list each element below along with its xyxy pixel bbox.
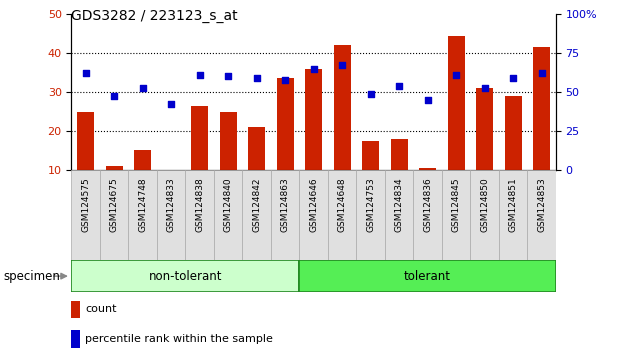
Text: GSM124840: GSM124840 xyxy=(224,177,233,232)
Text: GSM124851: GSM124851 xyxy=(509,177,517,232)
Bar xyxy=(504,96,522,170)
Bar xyxy=(391,139,407,170)
Point xyxy=(537,70,546,75)
Bar xyxy=(248,127,265,170)
Bar xyxy=(134,150,151,170)
Point xyxy=(138,85,148,91)
Bar xyxy=(129,170,157,260)
Bar xyxy=(220,112,237,170)
Bar xyxy=(448,36,465,170)
Point xyxy=(81,70,91,75)
Bar xyxy=(333,45,351,170)
Text: non-tolerant: non-tolerant xyxy=(148,270,222,282)
Text: GSM124863: GSM124863 xyxy=(281,177,289,232)
Text: GSM124845: GSM124845 xyxy=(451,177,461,232)
Text: percentile rank within the sample: percentile rank within the sample xyxy=(85,334,273,344)
Bar xyxy=(499,170,527,260)
Bar xyxy=(527,170,556,260)
Bar xyxy=(71,260,299,292)
Text: GSM124748: GSM124748 xyxy=(138,177,147,232)
Bar xyxy=(276,79,294,170)
Bar xyxy=(191,105,208,170)
Text: tolerant: tolerant xyxy=(404,270,451,282)
Text: GSM124648: GSM124648 xyxy=(338,177,347,232)
Point xyxy=(479,85,489,91)
Bar xyxy=(157,170,186,260)
Bar xyxy=(476,88,493,170)
Text: GDS3282 / 223123_s_at: GDS3282 / 223123_s_at xyxy=(71,9,238,23)
Point xyxy=(280,78,290,83)
Text: GSM124575: GSM124575 xyxy=(81,177,90,232)
Point xyxy=(194,72,204,78)
Text: GSM124838: GSM124838 xyxy=(195,177,204,232)
Bar xyxy=(442,170,470,260)
Text: GSM124853: GSM124853 xyxy=(537,177,546,232)
Bar xyxy=(328,170,356,260)
Text: GSM124842: GSM124842 xyxy=(252,177,261,232)
Bar xyxy=(356,170,385,260)
Point xyxy=(423,97,433,103)
Bar xyxy=(77,112,94,170)
Bar xyxy=(100,170,129,260)
Point xyxy=(337,62,347,68)
Bar xyxy=(385,170,414,260)
Bar xyxy=(414,170,442,260)
Point xyxy=(451,72,461,78)
Text: GSM124833: GSM124833 xyxy=(166,177,176,232)
Point xyxy=(252,76,261,81)
Point xyxy=(508,76,518,81)
Text: GSM124646: GSM124646 xyxy=(309,177,318,232)
Text: GSM124753: GSM124753 xyxy=(366,177,375,232)
Point xyxy=(109,93,119,99)
Bar xyxy=(271,170,299,260)
Bar xyxy=(106,166,123,170)
Bar xyxy=(71,301,80,318)
Bar xyxy=(419,168,436,170)
Bar xyxy=(362,141,379,170)
Text: count: count xyxy=(85,304,117,314)
Bar xyxy=(299,170,328,260)
Bar xyxy=(533,47,550,170)
Bar xyxy=(214,170,242,260)
Bar xyxy=(305,69,322,170)
Bar xyxy=(242,170,271,260)
Text: GSM124675: GSM124675 xyxy=(110,177,119,232)
Text: GSM124850: GSM124850 xyxy=(480,177,489,232)
Text: GSM124834: GSM124834 xyxy=(394,177,404,232)
Point xyxy=(223,74,233,79)
Bar xyxy=(71,170,100,260)
Point xyxy=(394,84,404,89)
Point xyxy=(166,101,176,107)
Bar xyxy=(299,260,556,292)
Bar xyxy=(470,170,499,260)
Text: GSM124836: GSM124836 xyxy=(423,177,432,232)
Point xyxy=(366,91,376,97)
Bar xyxy=(71,331,80,348)
Point xyxy=(309,66,319,72)
Text: specimen: specimen xyxy=(3,270,60,282)
Bar xyxy=(186,170,214,260)
